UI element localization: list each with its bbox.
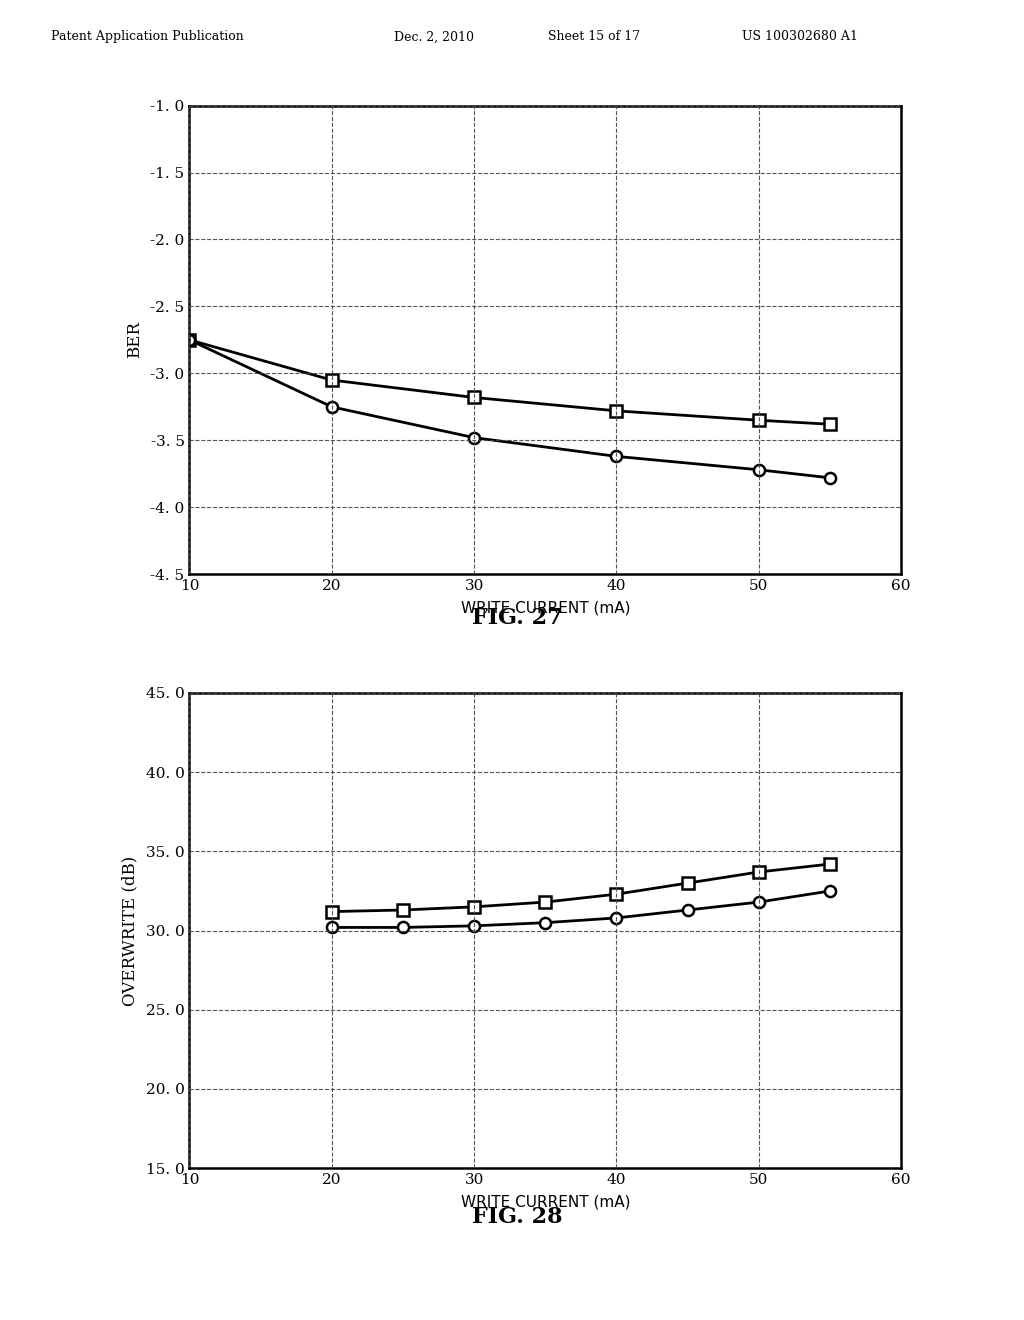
Text: Patent Application Publication: Patent Application Publication	[51, 30, 244, 44]
Text: Dec. 2, 2010: Dec. 2, 2010	[394, 30, 474, 44]
Text: FIG. 27: FIG. 27	[472, 607, 562, 628]
X-axis label: WRITE CURRENT (mA): WRITE CURRENT (mA)	[461, 601, 630, 615]
Text: FIG. 28: FIG. 28	[472, 1206, 562, 1228]
Y-axis label: BER: BER	[126, 321, 143, 359]
Text: Sheet 15 of 17: Sheet 15 of 17	[548, 30, 640, 44]
Y-axis label: OVERWRITE (dB): OVERWRITE (dB)	[122, 855, 139, 1006]
Text: US 100302680 A1: US 100302680 A1	[742, 30, 858, 44]
X-axis label: WRITE CURRENT (mA): WRITE CURRENT (mA)	[461, 1195, 630, 1209]
